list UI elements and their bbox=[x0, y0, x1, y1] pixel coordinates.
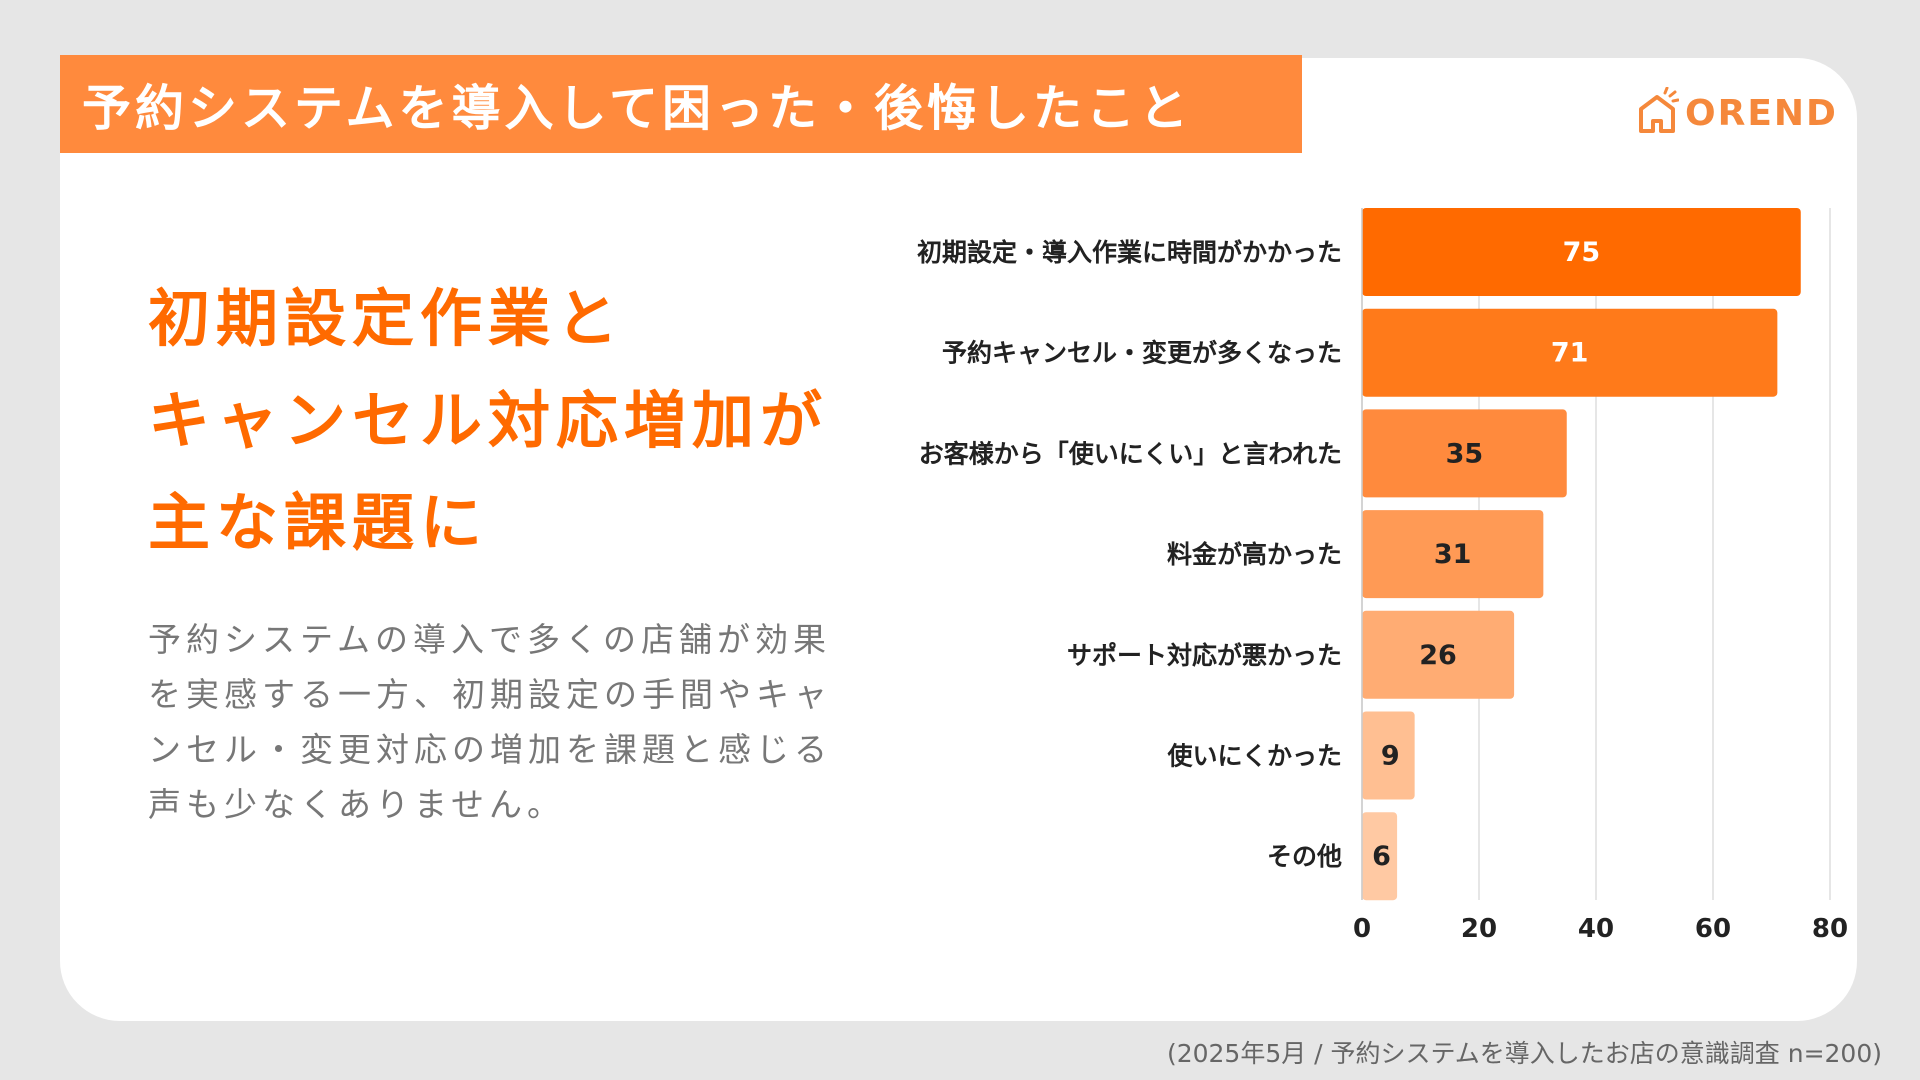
body-paragraph: 予約システムの導入で多くの店舗が効果を実感する一方、初期設定の手間やキャンセル・… bbox=[148, 620, 832, 824]
category-label-6: 使いにくかった bbox=[1166, 742, 1342, 771]
data-label-6: 9 bbox=[1381, 741, 1400, 772]
category-label-7: その他 bbox=[1267, 842, 1342, 871]
x-tick-label-40: 40 bbox=[1578, 914, 1614, 944]
bar-5 bbox=[1362, 610, 1515, 699]
headline-line-2: キャンセル対応増加が bbox=[148, 384, 829, 457]
x-tick-label-80: 80 bbox=[1812, 914, 1848, 944]
headline-line-1: 初期設定作業と bbox=[148, 282, 625, 355]
data-label-2: 71 bbox=[1551, 338, 1589, 369]
data-label-3: 35 bbox=[1446, 438, 1484, 469]
headline: 初期設定作業と キャンセル対応増加が 主な課題に bbox=[148, 268, 868, 574]
data-label-5: 26 bbox=[1419, 640, 1457, 671]
x-tick-label-20: 20 bbox=[1461, 914, 1497, 944]
x-tick-label-0: 0 bbox=[1353, 914, 1371, 944]
bar-7 bbox=[1362, 812, 1398, 901]
data-label-7: 6 bbox=[1372, 841, 1391, 872]
category-label-4: 料金が高かった bbox=[1167, 540, 1342, 569]
category-label-1: 初期設定・導入作業に時間がかかった bbox=[917, 238, 1342, 267]
logo-text: OREND bbox=[1685, 92, 1838, 134]
headline-line-3: 主な課題に bbox=[148, 486, 489, 559]
bar-6 bbox=[1362, 711, 1415, 800]
title-banner: 予約システムを導入して困った・後悔したこと bbox=[60, 55, 1302, 153]
data-label-1: 75 bbox=[1563, 237, 1601, 268]
bar-3 bbox=[1362, 409, 1567, 498]
house-logo-icon bbox=[1639, 87, 1679, 133]
brand-logo: OREND bbox=[1635, 86, 1838, 140]
bar-4 bbox=[1362, 510, 1544, 599]
data-label-4: 31 bbox=[1434, 539, 1472, 570]
bar-1 bbox=[1362, 208, 1801, 296]
x-tick-label-60: 60 bbox=[1695, 914, 1731, 944]
category-label-3: お客様から「使いにくい」と言われた bbox=[919, 439, 1342, 468]
source-footnote: (2025年5月 / 予約システムを導入したお店の意識調査 n=200) bbox=[1166, 1039, 1882, 1068]
page-title: 予約システムを導入して困った・後悔したこと bbox=[82, 79, 1193, 137]
category-label-2: 予約キャンセル・変更が多くなった bbox=[942, 339, 1342, 368]
bar-2 bbox=[1362, 308, 1778, 397]
category-label-5: サポート対応が悪かった bbox=[1067, 641, 1342, 670]
